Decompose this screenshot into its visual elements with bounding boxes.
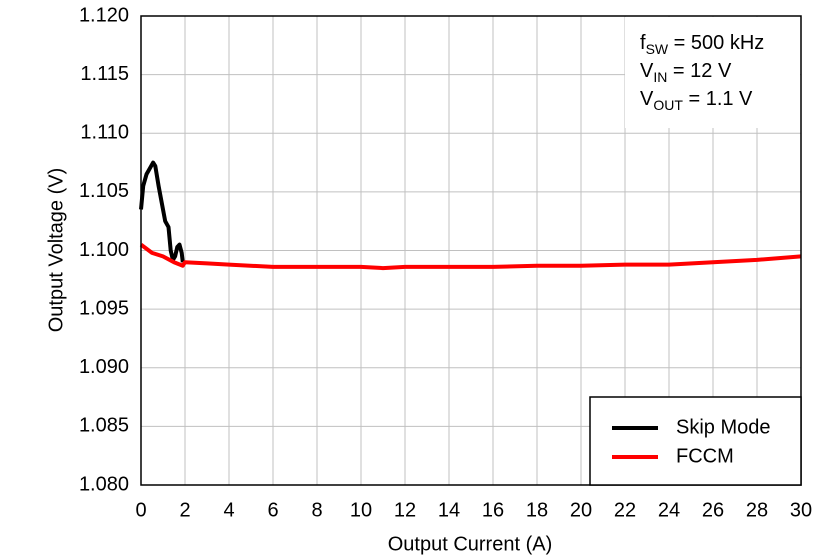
series-line (139, 243, 802, 271)
y-tick-label: 1.100 (79, 239, 129, 261)
series-line (139, 160, 185, 263)
x-tick-label: 6 (267, 499, 278, 521)
x-tick-label: 12 (394, 499, 416, 521)
x-tick-label: 20 (570, 499, 592, 521)
y-tick-label: 1.115 (80, 63, 129, 85)
y-tick-label: 1.080 (79, 473, 129, 495)
x-tick-label: 22 (614, 499, 636, 521)
x-tick-label: 8 (311, 499, 322, 521)
x-tick-label: 2 (179, 499, 190, 521)
annotation-rest: = 12 V (667, 60, 732, 82)
x-tick-label: 28 (746, 499, 768, 521)
annotation-rest: = 500 kHz (668, 32, 764, 54)
y-tick-label: 1.085 (79, 415, 129, 437)
x-tick-label: 30 (790, 499, 812, 521)
x-tick-label: 26 (702, 499, 724, 521)
annotation: fSW = 500 kHz (640, 32, 764, 56)
x-axis-label: Output Current (A) (388, 533, 553, 555)
annotation-rest: = 1.1 V (683, 88, 753, 110)
y-axis-label: Output Voltage (V) (45, 168, 67, 333)
annotation: VIN = 12 V (640, 60, 732, 84)
y-tick-label: 1.105 (79, 180, 129, 202)
annotation-sub: SW (646, 41, 669, 57)
x-tick-label: 18 (526, 499, 548, 521)
y-tick-label: 1.110 (80, 122, 129, 144)
plot-frame (140, 15, 802, 486)
x-tick-label: 4 (223, 499, 234, 521)
annotation-main: f (640, 32, 646, 54)
x-tick-label: 14 (438, 499, 460, 521)
legend-box (589, 396, 802, 486)
y-tick-label: 1.120 (79, 4, 129, 26)
legend-label: Skip Mode (676, 416, 771, 438)
x-tick-label: 10 (350, 499, 372, 521)
x-tick-label: 0 (135, 499, 146, 521)
annotation-main: V (640, 60, 654, 82)
x-tick-label: 16 (482, 499, 504, 521)
annotation-box (625, 17, 800, 128)
y-tick-label: 1.095 (79, 297, 129, 319)
annotation-sub: IN (653, 69, 667, 85)
annotation-sub: OUT (653, 97, 683, 113)
annotation-main: V (640, 88, 654, 110)
y-tick-label: 1.090 (79, 356, 129, 378)
x-tick-label: 24 (658, 499, 680, 521)
annotation: VOUT = 1.1 V (640, 88, 753, 112)
legend-label: FCCM (676, 445, 734, 467)
